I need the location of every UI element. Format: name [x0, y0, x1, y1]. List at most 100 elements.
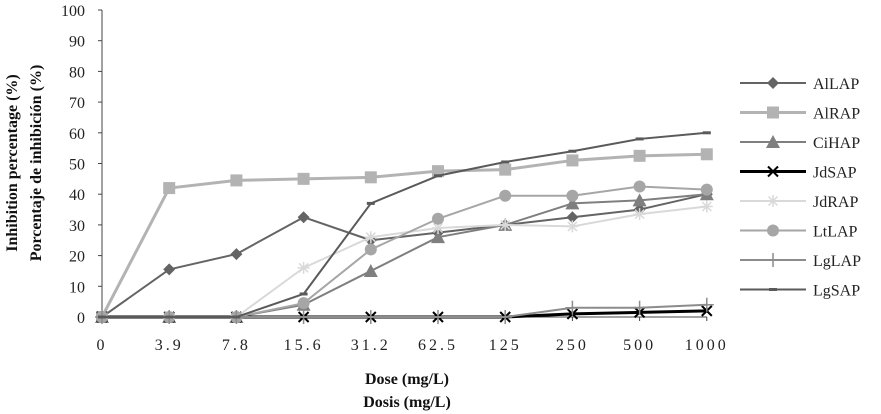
- data-point-jdrap: [297, 261, 310, 274]
- legend-item-cihap: CiHAP: [740, 135, 860, 152]
- legend-label: LgSAP: [813, 283, 860, 300]
- legend-label: LtLAP: [813, 224, 858, 241]
- x-tick-label: 3.9: [155, 337, 184, 354]
- legend-marker: [767, 165, 779, 178]
- data-point-lglap: [498, 310, 513, 324]
- legend-label: JdRAP: [813, 194, 858, 211]
- data-point-jdrap: [499, 218, 512, 231]
- data-point-lglap: [632, 300, 647, 315]
- data-point-cihap: [632, 193, 647, 207]
- series-line-lgsap: [102, 131, 707, 318]
- data-point-alrap: [499, 163, 512, 176]
- data-point-jdrap: [364, 231, 377, 244]
- data-point-lglap: [565, 300, 580, 315]
- data-point-ltlap: [700, 183, 713, 196]
- data-point-lglap: [296, 310, 311, 324]
- legend-item-allap: AlLAP: [740, 76, 859, 93]
- data-point-allap: [297, 211, 310, 224]
- legend-item-lgsap: LgSAP: [740, 283, 860, 300]
- y-tick-label: 80: [69, 64, 85, 81]
- series-lglap: [95, 297, 714, 324]
- series-layer: [95, 131, 714, 324]
- x-tick-label: 31.2: [351, 337, 391, 354]
- series-line-lglap: [102, 303, 707, 318]
- data-point-alrap: [230, 174, 243, 187]
- data-point-ltlap: [364, 243, 377, 256]
- legend-marker: [767, 224, 779, 237]
- legend-marker: [769, 288, 777, 291]
- data-point-jdrap: [566, 220, 579, 233]
- data-point-alrap: [297, 172, 310, 185]
- data-point-lgsap: [366, 201, 375, 205]
- legend-marker: [766, 135, 780, 148]
- x-axis: 0 3.9 7.8 15.6 31.2 62.5 125 250 500 1000: [97, 316, 726, 354]
- legend-label: LgLAP: [813, 253, 861, 270]
- legend: AlLAP AlRAP CiHAP JdSAP JdRAP LtLAP LgLAP LgSAP: [740, 76, 861, 300]
- data-point-alrap: [163, 182, 176, 195]
- y-axis-title-spanish: Porcentaje de inhibición (%): [28, 65, 45, 262]
- y-tick-label: 40: [69, 187, 85, 204]
- x-tick-label: 62.5: [418, 337, 458, 354]
- data-point-lgsap: [434, 174, 442, 178]
- y-tick-label: 100: [61, 3, 85, 20]
- x-axis-title-english: Dose (mg/L): [365, 371, 449, 388]
- legend-label: AlLAP: [813, 76, 859, 93]
- legend-item-jdrap: JdRAP: [740, 194, 858, 211]
- data-point-cihap: [565, 196, 580, 210]
- x-tick-label: 0: [97, 337, 108, 354]
- data-point-lgsap: [635, 137, 644, 141]
- data-point-lgsap: [165, 315, 174, 319]
- legend-item-ltlap: LtLAP: [740, 224, 858, 241]
- legend-label: CiHAP: [813, 135, 860, 152]
- series-line-allap: [101, 193, 708, 318]
- data-point-lgsap: [568, 149, 577, 153]
- data-point-jdrap: [432, 221, 444, 234]
- y-axis-title-english: Inhibition percentage (%): [4, 74, 21, 251]
- data-point-alrap: [700, 148, 713, 161]
- data-point-allap: [566, 211, 579, 224]
- data-point-lglap: [431, 310, 445, 324]
- y-axis: 0 10 20 30 40 50 60 70 80 90 100: [61, 3, 103, 327]
- x-tick-label: 15.6: [284, 337, 324, 354]
- x-tick-label: 250: [556, 337, 589, 354]
- data-point-ltlap: [566, 189, 579, 202]
- legend-label: AlRAP: [813, 106, 860, 123]
- data-point-cihap: [363, 263, 378, 277]
- data-point-ltlap: [432, 212, 444, 225]
- data-point-lglap: [699, 297, 714, 312]
- y-tick-label: 0: [77, 310, 85, 327]
- series-line-ltlap: [102, 185, 707, 318]
- legend-marker: [767, 106, 779, 119]
- x-tick-label: 125: [489, 337, 522, 354]
- data-point-cihap: [431, 230, 445, 244]
- data-point-allap: [163, 263, 176, 276]
- y-tick-label: 10: [69, 279, 85, 296]
- data-point-jdrap: [633, 208, 646, 221]
- data-point-alrap: [364, 171, 377, 184]
- series-jdrap: [96, 200, 713, 323]
- legend-marker: [766, 253, 780, 267]
- data-point-alrap: [633, 149, 646, 162]
- legend-item-lglap: LgLAP: [740, 253, 861, 270]
- series-alrap: [96, 148, 713, 323]
- y-tick-label: 90: [69, 34, 85, 51]
- x-axis-title-spanish: Dosis (mg/L): [363, 394, 451, 411]
- series-line-jdrap: [102, 205, 707, 318]
- data-point-lgsap: [299, 292, 308, 296]
- data-point-allap: [230, 248, 243, 261]
- y-tick-label: 30: [69, 218, 85, 235]
- data-point-ltlap: [633, 180, 646, 193]
- legend-item-alrap: AlRAP: [740, 106, 860, 123]
- legend-label: JdSAP: [813, 165, 857, 182]
- data-point-lgsap: [702, 131, 711, 135]
- legend-marker: [767, 195, 779, 207]
- series-cihap: [95, 187, 714, 323]
- y-tick-label: 60: [69, 126, 85, 143]
- legend-item-jdsap: JdSAP: [740, 165, 857, 182]
- series-allap: [96, 188, 713, 323]
- series-line-alrap: [100, 152, 707, 318]
- x-tick-label: 7.8: [222, 337, 251, 354]
- data-point-jdrap: [700, 200, 713, 213]
- data-point-lgsap: [98, 315, 106, 319]
